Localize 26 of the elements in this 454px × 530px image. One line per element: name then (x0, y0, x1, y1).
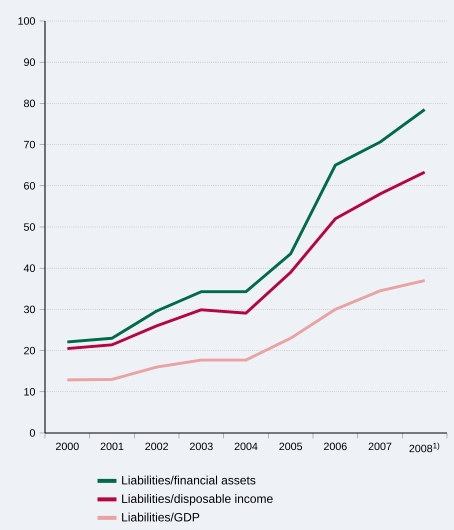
x-tick-label: 2008$^{1)}$ (409, 442, 440, 452)
x-tick-label: 2007 (368, 442, 392, 450)
x-tick-label: 2004 (234, 442, 258, 450)
x-tick-label: 2006 (324, 442, 347, 450)
y-tick-label: 30 (24, 306, 35, 314)
y-tick-label: 40 (24, 264, 35, 272)
x-tick-label: 2001 (100, 442, 124, 450)
y-tick-label: 90 (24, 58, 35, 66)
x-tick-label: 2003 (190, 442, 213, 450)
y-tick-label: 100 (18, 17, 35, 25)
legend-label: Liabilities/disposable income (122, 494, 273, 506)
y-tick-label: 80 (24, 100, 35, 108)
x-tick-label: 2000 (56, 442, 79, 450)
y-tick-label: 50 (24, 223, 35, 231)
x-tick-label: 2005 (279, 442, 302, 450)
x-tick-label: 2002 (145, 442, 168, 450)
y-tick-label: 60 (24, 182, 35, 190)
legend-label: Liabilities/financial assets (122, 476, 256, 484)
line-series (66, 108, 426, 344)
legend-label: Liabilities/GDP (122, 512, 200, 522)
y-tick-label: 20 (24, 346, 35, 354)
y-tick-label: 70 (24, 140, 35, 148)
y-tick-label: 10 (24, 388, 35, 396)
line-series (66, 279, 426, 382)
y-tick-label: 0 (30, 429, 35, 437)
line-series (66, 170, 426, 350)
